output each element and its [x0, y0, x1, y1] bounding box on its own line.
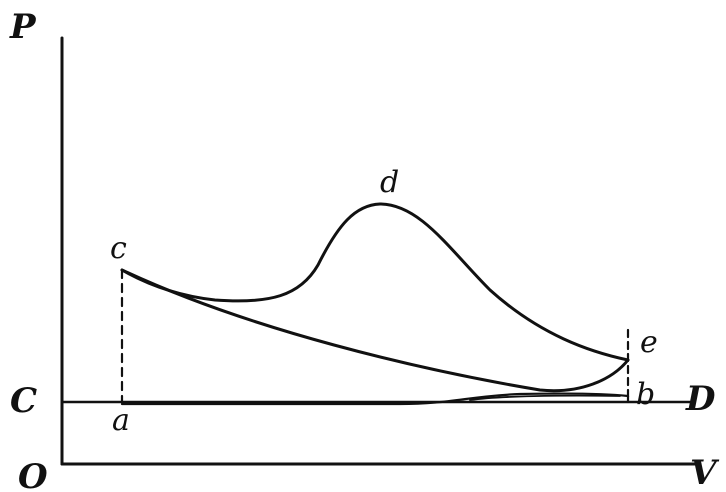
line-start-label: C [10, 381, 37, 421]
point-d-label: d [380, 165, 399, 200]
expansion-curve [120, 202, 630, 362]
point-c-label: c [110, 231, 127, 266]
point-b-label: b [636, 377, 655, 412]
exhaust-loop [120, 392, 630, 406]
pressure-axis-label: P [9, 7, 37, 47]
point-a-label: a [112, 403, 130, 438]
exhaust-loop-inner [469, 394, 621, 401]
point-e-label: e [640, 325, 658, 360]
origin-label: O [18, 457, 48, 492]
volume-axis-label: V [690, 453, 720, 492]
compression-curve [120, 268, 630, 393]
line-end-label: D [685, 379, 716, 419]
